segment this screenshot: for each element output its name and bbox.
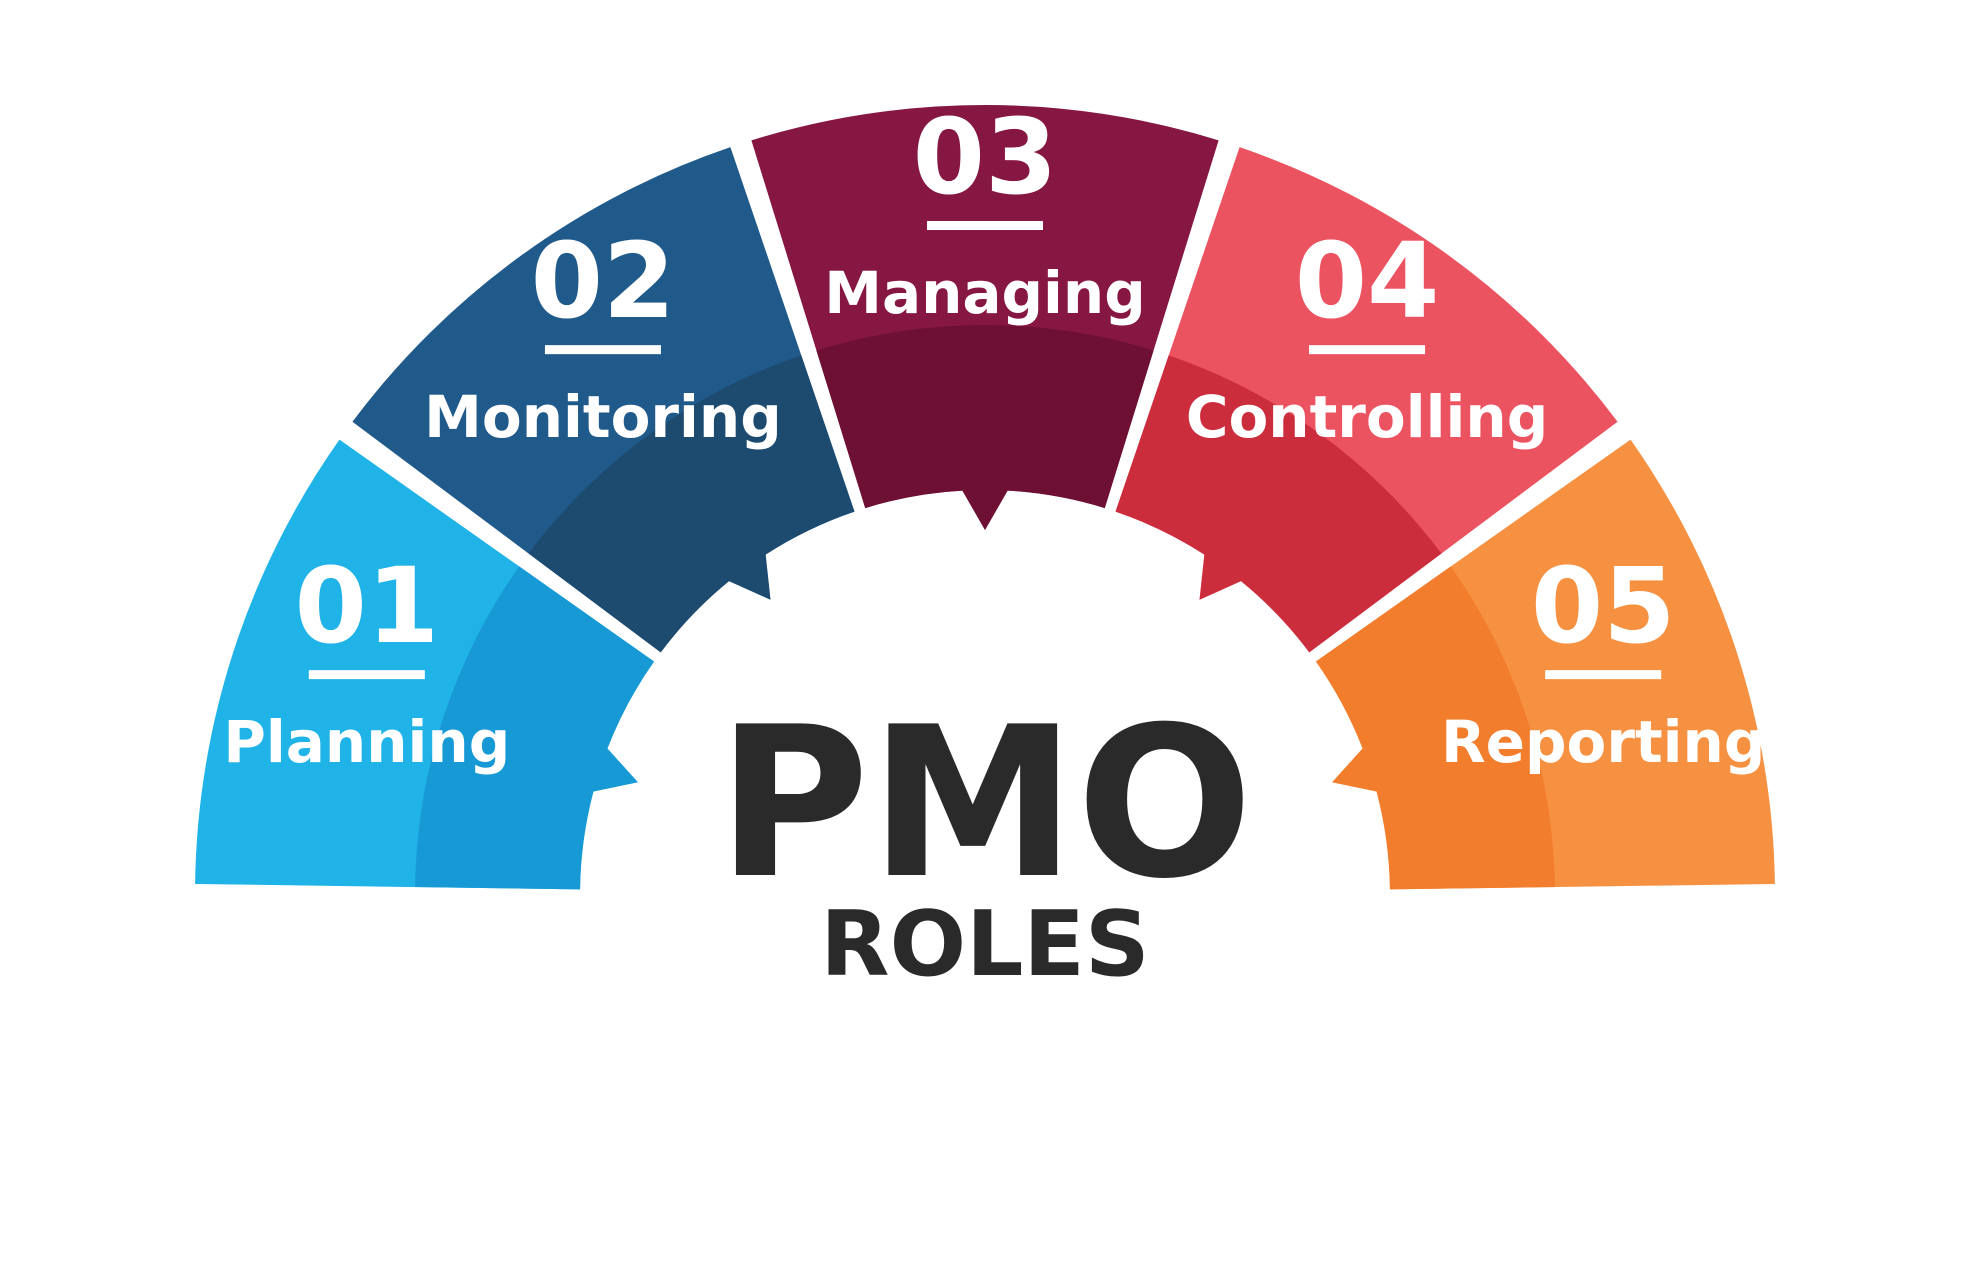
segments-layer — [195, 104, 1775, 890]
segment-label: Reporting — [1441, 708, 1765, 776]
segment-number: 01 — [294, 545, 439, 667]
segment-label-group: 01 Planning — [223, 545, 510, 776]
center-hub: PMO ROLES — [717, 683, 1253, 997]
segment-number: 02 — [531, 220, 676, 342]
segment-inner-band — [1115, 355, 1442, 653]
segment-number: 03 — [913, 96, 1058, 218]
segment-controlling — [1115, 147, 1618, 653]
segment-reporting — [1315, 439, 1775, 890]
segment-planning — [195, 439, 655, 890]
segment-inner-band — [1315, 566, 1555, 890]
segment-label: Managing — [824, 259, 1146, 327]
labels-layer: 01 Planning 02 Monitoring 03 Managing 04 Contro… — [223, 96, 1765, 776]
center-subtitle: ROLES — [820, 892, 1149, 997]
center-title: PMO — [717, 683, 1253, 925]
segment-label-group: 04 Controlling — [1186, 220, 1548, 451]
segment-label-group: 03 Managing — [824, 96, 1146, 327]
segment-number-underline — [1309, 345, 1426, 355]
segment-number-underline — [927, 221, 1043, 230]
segment-label-group: 05 Reporting — [1441, 545, 1765, 776]
segment-inner-band — [528, 355, 855, 653]
segment-number-underline — [544, 345, 661, 355]
segment-number-underline — [1545, 670, 1662, 680]
segment-number-underline — [308, 670, 425, 680]
segment-number: 04 — [1295, 220, 1440, 342]
segment-inner-band — [816, 325, 1154, 530]
segment-inner-band — [415, 566, 655, 890]
segment-number: 05 — [1531, 545, 1676, 667]
segment-label: Controlling — [1186, 383, 1548, 451]
segment-monitoring — [352, 147, 855, 653]
segment-managing — [751, 104, 1219, 530]
segment-label-group: 02 Monitoring — [424, 220, 782, 451]
segment-label: Monitoring — [424, 383, 782, 451]
segment-label: Planning — [223, 708, 510, 776]
